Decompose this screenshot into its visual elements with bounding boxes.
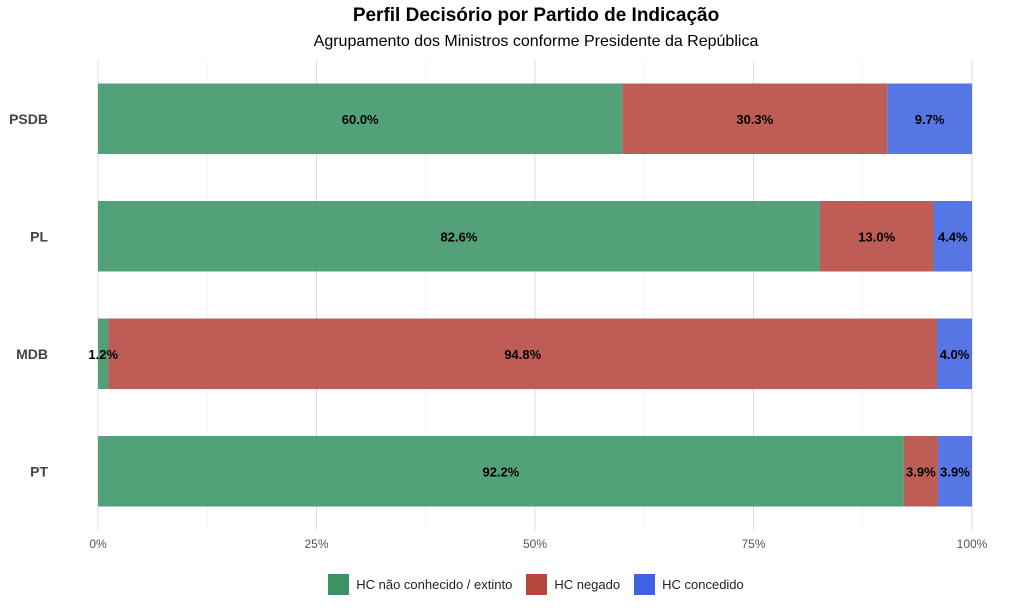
x-tick-label: 25% <box>304 537 328 551</box>
x-tick-label: 50% <box>523 537 547 551</box>
category-labels: PSDB PL MDB PT <box>9 111 48 480</box>
bar-segment <box>819 201 934 272</box>
bar-segment <box>98 436 904 507</box>
legend-item-nao-conhecido: HC não conhecido / extinto <box>328 574 512 595</box>
data-label: 3.9% <box>906 464 936 479</box>
bars <box>98 83 972 507</box>
bar-segment <box>937 436 972 507</box>
data-label: 3.9% <box>940 464 970 479</box>
legend-swatch <box>328 574 350 595</box>
legend-swatch <box>634 574 656 595</box>
data-label: 30.3% <box>736 112 773 127</box>
legend-swatch <box>526 574 548 595</box>
x-tick-label: 75% <box>741 537 765 551</box>
data-label: 13.0% <box>858 229 895 244</box>
category-label: MDB <box>16 346 48 362</box>
data-label: 9.7% <box>915 112 945 127</box>
data-label: 1.2% <box>88 347 118 362</box>
legend-label: HC não conhecido / extinto <box>356 577 513 592</box>
data-labels: 60.0% 30.3% 9.7% 82.6% 13.0% 4.4% 1.2% 94.8% 4.0… <box>88 112 970 480</box>
x-tick-label: 100% <box>957 537 988 551</box>
bar-segment <box>933 201 972 272</box>
bar-segment <box>903 436 938 507</box>
bar-segment <box>622 83 888 154</box>
legend-label: HC concedido <box>662 577 744 592</box>
x-tick-label: 0% <box>89 537 107 551</box>
legend-label: HC negado <box>554 577 621 592</box>
category-label: PL <box>30 228 48 244</box>
bar-segment <box>98 83 623 154</box>
x-tick-labels: 0% 25% 50% 75% 100% <box>89 537 987 551</box>
legend: HC não conhecido / extinto HC negado HC … <box>0 574 1024 595</box>
legend-item-concedido: HC concedido <box>634 574 744 595</box>
data-label: 82.6% <box>441 229 478 244</box>
data-label: 92.2% <box>482 464 519 479</box>
legend-item-negado: HC negado <box>526 574 620 595</box>
data-label: 4.4% <box>938 229 968 244</box>
bar-segment <box>887 83 972 154</box>
chart-subtitle: Agrupamento dos Ministros conforme Presi… <box>313 33 759 50</box>
data-label: 94.8% <box>504 347 541 362</box>
bar-segment <box>98 201 820 272</box>
category-label: PT <box>30 463 48 479</box>
chart-title: Perfil Decisório por Partido de Indicaçã… <box>352 5 720 26</box>
bar-segment <box>98 318 109 389</box>
data-label: 60.0% <box>342 112 379 127</box>
bar-segment <box>108 318 938 389</box>
data-label: 4.0% <box>940 347 970 362</box>
category-label: PSDB <box>9 111 48 127</box>
bar-segment <box>937 318 972 389</box>
